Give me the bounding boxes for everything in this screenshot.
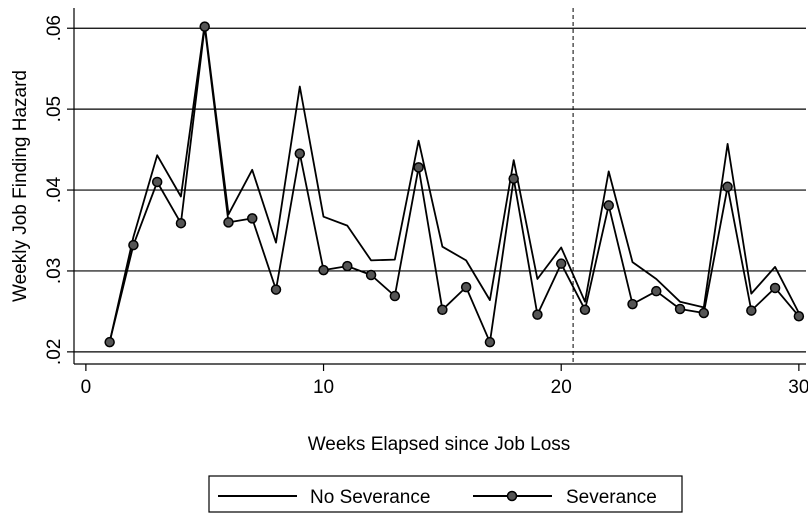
legend: No Severance Severance [208, 475, 683, 513]
series-group [104, 21, 805, 348]
y-tick-label-0: .02 [44, 339, 65, 365]
data-point-severance-25 [674, 303, 686, 315]
data-point-severance-17 [484, 336, 496, 348]
x-tick-label-2: 20 [551, 377, 572, 398]
data-point-severance-14 [413, 162, 424, 173]
legend-marker-severance [506, 490, 518, 502]
data-point-severance-6 [223, 217, 234, 228]
data-point-severance-16 [460, 281, 472, 293]
data-point-severance-10 [318, 264, 329, 276]
y-axis-title: Weekly Job Finding Hazard [10, 70, 31, 302]
data-point-severance-22 [603, 200, 614, 211]
data-point-severance-28 [746, 305, 757, 316]
data-point-severance-29 [769, 282, 781, 294]
data-point-severance-3 [151, 176, 163, 188]
data-point-severance-15 [437, 304, 448, 316]
data-point-severance-30 [793, 311, 805, 322]
data-point-severance-9 [294, 148, 306, 159]
data-point-severance-21 [579, 304, 591, 316]
data-point-severance-8 [270, 284, 282, 295]
grid-lines [74, 27, 806, 353]
y-tick-label-4: .06 [44, 15, 65, 41]
data-point-severance-20 [555, 258, 567, 269]
data-point-severance-11 [342, 260, 353, 272]
plot-area [74, 8, 806, 364]
data-point-severance-27 [722, 181, 733, 193]
y-tick-label-3: .05 [44, 96, 65, 122]
y-tick-label-2: .04 [44, 176, 65, 203]
x-axis-title: Weeks Elapsed since Job Loss [308, 434, 571, 455]
data-point-severance-1 [104, 336, 115, 348]
x-tick-label-1: 10 [313, 377, 334, 398]
data-point-severance-24 [651, 285, 662, 297]
data-point-severance-18 [508, 173, 519, 184]
legend-label-no-severance: No Severance [310, 487, 430, 508]
data-point-severance-4 [175, 217, 187, 229]
y-tick-label-1: .03 [44, 258, 65, 284]
legend-box [208, 475, 683, 513]
data-point-severance-13 [389, 290, 401, 302]
data-point-severance-26 [698, 307, 710, 319]
data-point-severance-12 [365, 269, 377, 281]
x-tick-label-3: 30 [788, 377, 808, 398]
data-point-severance-2 [128, 239, 139, 251]
data-point-severance-5 [199, 21, 210, 32]
data-point-severance-23 [627, 298, 638, 310]
legend-label-severance: Severance [566, 487, 657, 508]
data-point-severance-7 [246, 213, 258, 224]
data-point-severance-19 [532, 309, 543, 320]
x-tick-label-0: 0 [81, 377, 92, 398]
axis-ticks: .02 .03 .04 .05 .06 0 10 20 30 [44, 15, 808, 398]
